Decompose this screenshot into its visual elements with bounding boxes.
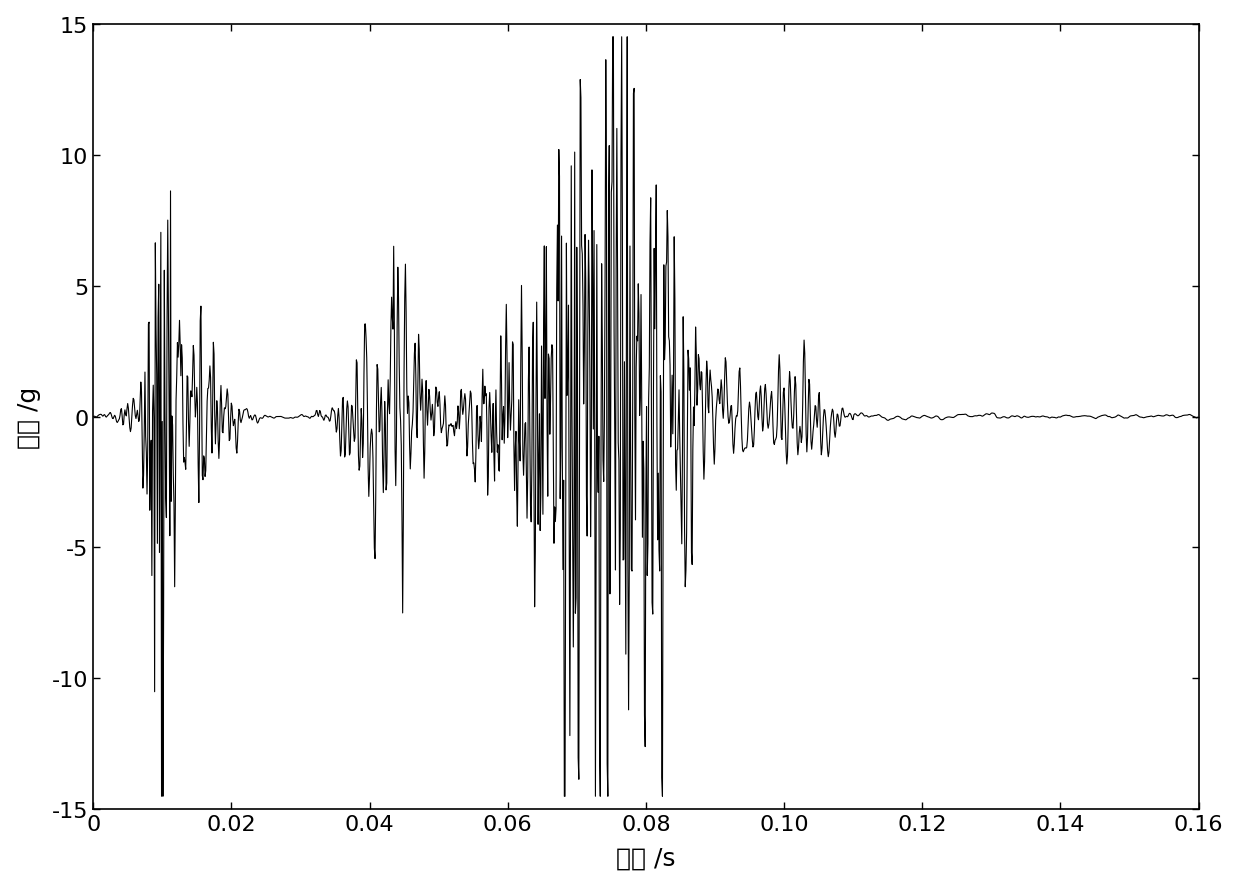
- X-axis label: 时间 /s: 时间 /s: [616, 845, 676, 869]
- Y-axis label: 振动 /g: 振动 /g: [16, 386, 41, 448]
